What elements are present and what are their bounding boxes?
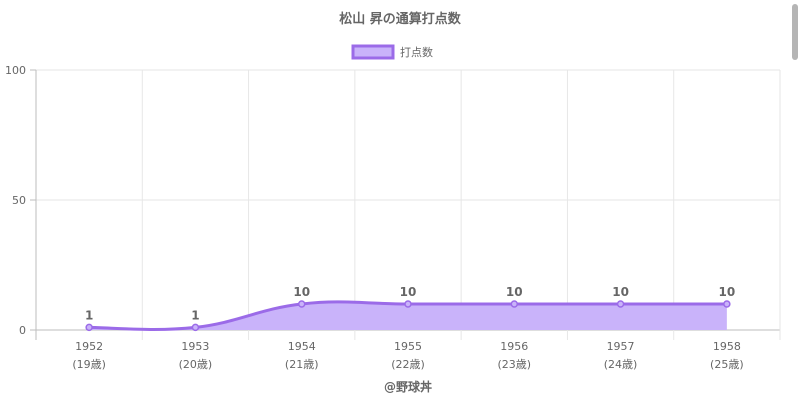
x-tick-label: 1956 [500, 340, 528, 353]
data-label: 10 [719, 285, 736, 299]
legend-label[interactable]: 打点数 [400, 45, 433, 59]
credit-text: @野球丼 [384, 379, 432, 394]
x-tick-sublabel: (23歳) [497, 358, 531, 371]
data-point [297, 300, 306, 308]
x-tick-sublabel: (19歳) [72, 358, 106, 371]
legend-swatch[interactable] [351, 44, 395, 60]
data-point [85, 323, 93, 332]
data-label: 1 [85, 308, 93, 322]
x-tick-sublabel: (21歳) [285, 358, 319, 371]
data-label: 10 [506, 285, 523, 299]
grid [35, 69, 781, 340]
x-tick-sublabel: (22歳) [391, 358, 425, 371]
series-dakutensu [85, 300, 731, 332]
x-tick-label: 1958 [713, 340, 741, 353]
data-label: 10 [400, 285, 417, 299]
data-point [191, 323, 200, 332]
legend[interactable]: 打点数 [351, 44, 433, 60]
x-tick-sublabel: (24歳) [604, 358, 638, 371]
data-labels: 1 1 10 10 10 10 10 [85, 285, 735, 322]
x-axis: 1952 (19歳) 1953 (20歳) 1954 (21歳) 1955 (22歳) 1956… [72, 340, 743, 371]
data-point [404, 300, 412, 308]
y-axis: 0 50 100 [5, 64, 36, 337]
data-label: 10 [612, 285, 629, 299]
x-tick-label: 1955 [394, 340, 422, 353]
x-tick-label: 1952 [75, 340, 103, 353]
chart-title: 松山 昇の通算打点数 [339, 11, 462, 27]
scrollbar-thumb[interactable] [792, 4, 798, 60]
x-tick-sublabel: (20歳) [179, 358, 213, 371]
x-tick-sublabel: (25歳) [710, 358, 744, 371]
series-area-fill [89, 301, 727, 330]
data-label: 1 [191, 308, 199, 322]
x-tick-label: 1954 [288, 340, 316, 353]
data-point [510, 300, 519, 308]
data-point [616, 300, 625, 308]
x-tick-label: 1957 [607, 340, 635, 353]
y-tick-label: 100 [5, 64, 26, 77]
data-point [723, 300, 731, 308]
y-tick-label: 50 [12, 194, 26, 207]
x-tick-label: 1953 [181, 340, 209, 353]
data-label: 10 [293, 285, 310, 299]
y-tick-label: 0 [19, 324, 26, 337]
